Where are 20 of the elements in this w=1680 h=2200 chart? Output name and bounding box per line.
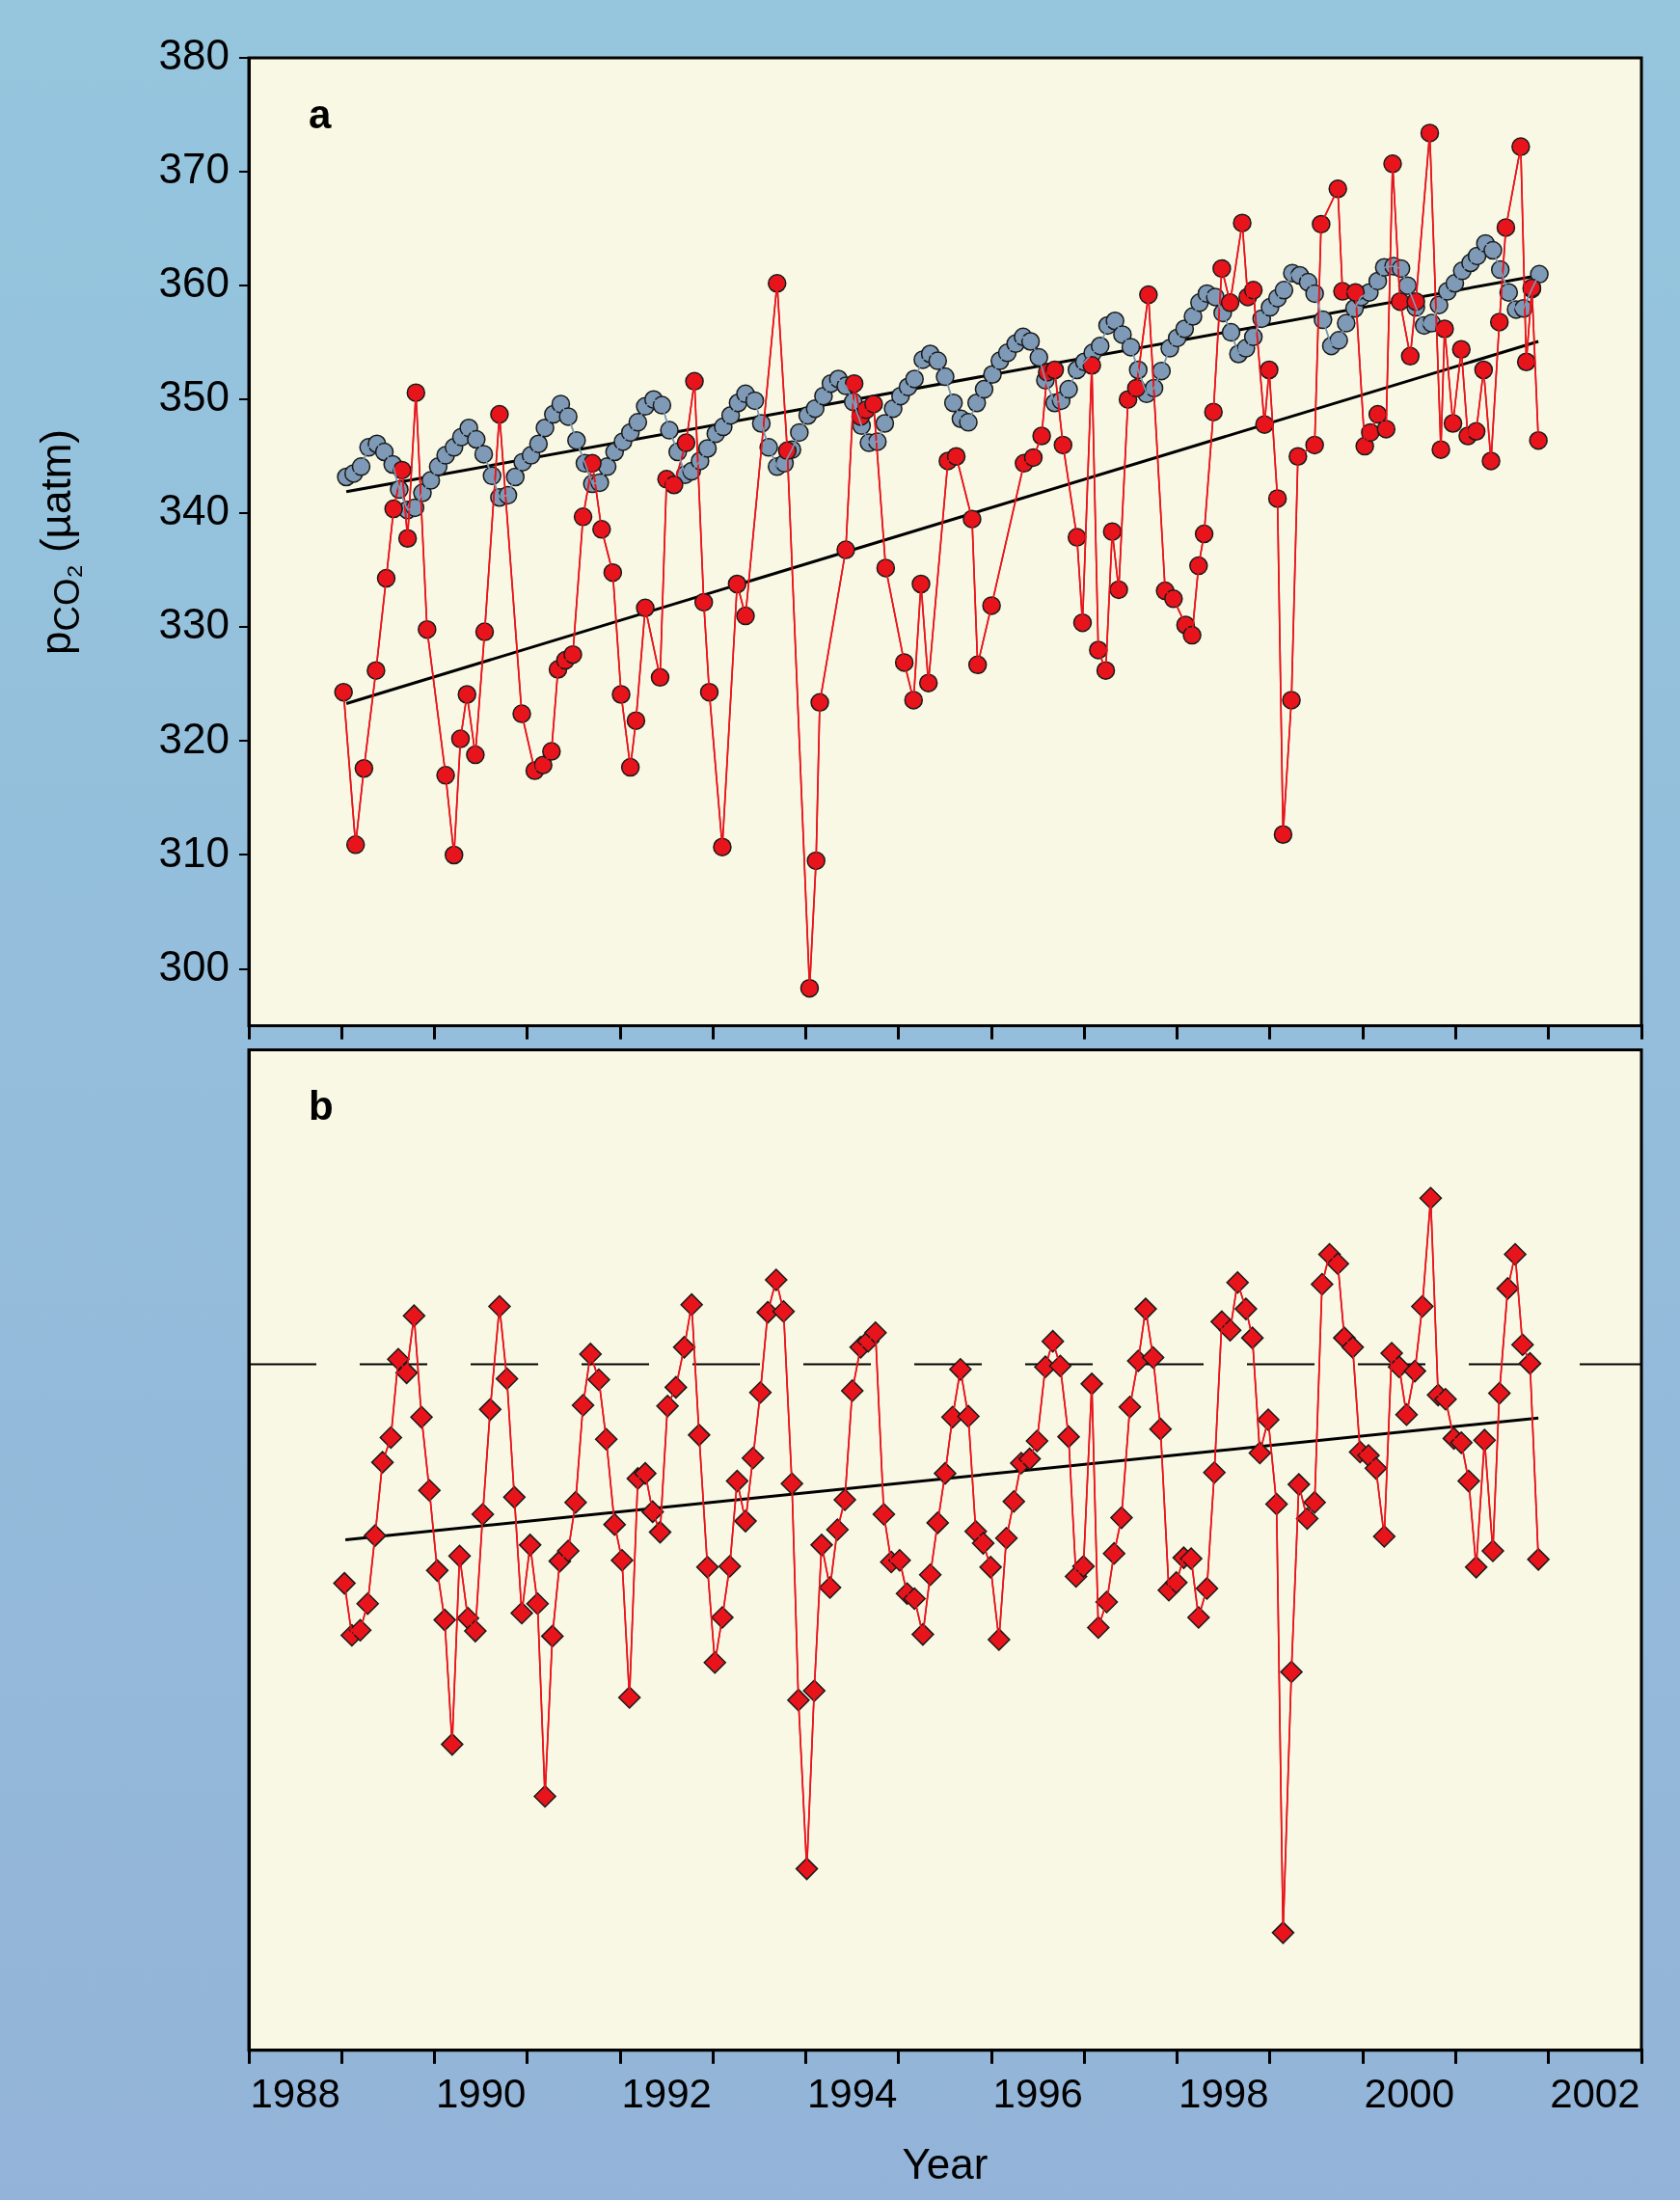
y-tick-label: 370	[158, 145, 230, 193]
x-tick-label: 1994	[807, 2070, 898, 2116]
y-tick-label: 350	[158, 372, 230, 421]
y-tick-label: 310	[158, 828, 230, 876]
y-tick-label: 300	[158, 941, 230, 990]
x-axis-title: Year	[902, 2139, 989, 2187]
annotation: a	[309, 91, 332, 137]
y-tick-label: 320	[158, 714, 230, 762]
x-tick-label: 1988	[250, 2070, 340, 2116]
x-tick-label: 2002	[1550, 2070, 1640, 2116]
y-tick-label: 330	[158, 600, 230, 648]
y-tick-label: 380	[158, 31, 230, 79]
y-tick-label: 340	[158, 486, 230, 534]
x-tick-label: 2000	[1364, 2070, 1455, 2116]
text: b	[309, 1083, 334, 1129]
x-tick-label: 1996	[992, 2070, 1083, 2116]
x-tick-label: 1998	[1179, 2070, 1269, 2116]
x-tick-label: 1992	[621, 2070, 712, 2116]
x-tick-label: 1990	[435, 2070, 527, 2116]
y-tick-label: 360	[158, 258, 230, 307]
